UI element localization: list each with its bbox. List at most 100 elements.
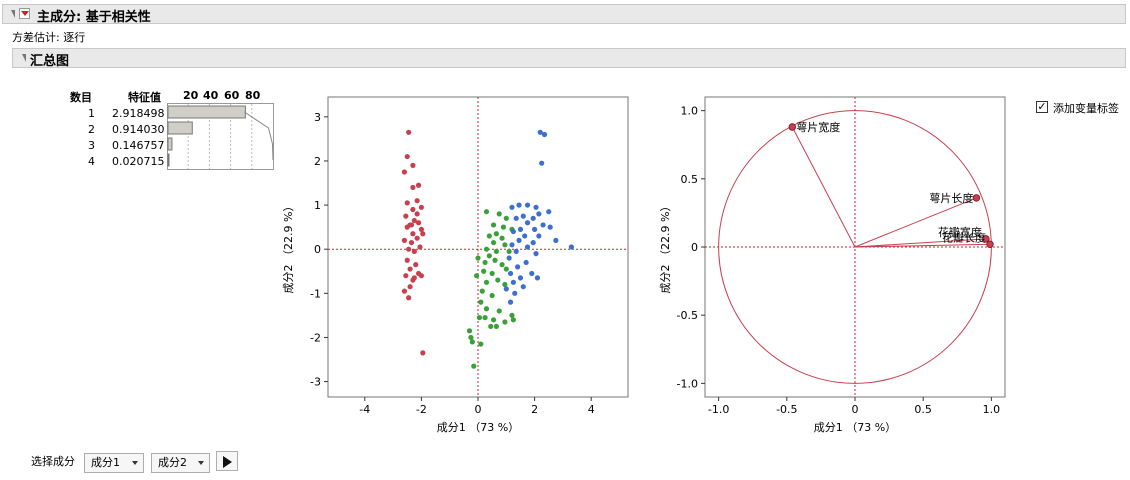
eigen-value: 2.918498 <box>112 107 165 120</box>
score-point <box>486 253 492 259</box>
score-point <box>414 235 420 241</box>
score-point <box>496 308 502 314</box>
y-tick-label: -1 <box>310 287 321 300</box>
score-point <box>489 292 495 299</box>
loading-label: 萼片宽度 <box>796 120 840 134</box>
score-point <box>406 129 412 135</box>
score-point <box>500 224 507 230</box>
score-point <box>410 162 416 168</box>
score-point <box>492 257 498 263</box>
score-point <box>493 323 499 330</box>
bar-scale-60: 60 <box>224 89 240 102</box>
score-point <box>411 275 417 281</box>
score-point <box>411 248 417 255</box>
score-point <box>406 246 412 252</box>
bar-scale-40: 40 <box>203 89 219 102</box>
score-point <box>414 198 420 204</box>
red-triangle-menu-icon[interactable] <box>19 8 30 19</box>
eigen-bar <box>167 137 173 151</box>
summary-header[interactable]: 汇总图 <box>12 48 1126 69</box>
add-variable-labels-checkbox[interactable]: ✓ <box>1036 100 1048 113</box>
score-point <box>522 233 528 239</box>
score-point <box>404 257 410 263</box>
x-tick-label: 1.0 <box>983 403 1001 416</box>
score-point <box>515 264 521 270</box>
score-point <box>513 215 519 221</box>
y-component-dropdown[interactable]: 成分2 <box>151 453 210 473</box>
score-point <box>476 314 483 321</box>
score-point <box>553 237 559 243</box>
score-point <box>418 204 424 210</box>
score-point <box>541 131 548 138</box>
score-point <box>468 334 474 341</box>
score-point <box>533 204 539 210</box>
y-tick-label: 3 <box>314 111 321 124</box>
score-point <box>471 363 477 369</box>
score-point <box>509 242 515 248</box>
x-tick-label: 0 <box>852 403 859 416</box>
score-point <box>506 255 512 261</box>
eigen-bar <box>167 121 193 135</box>
loading-label: 花瓣宽度 <box>938 225 982 239</box>
score-point <box>483 246 490 252</box>
score-point <box>507 299 514 305</box>
score-point <box>524 244 531 250</box>
score-point <box>520 213 526 219</box>
score-point <box>483 209 490 215</box>
eigen-row: 1 <box>88 106 95 122</box>
score-point <box>418 226 424 232</box>
score-point <box>482 259 488 266</box>
x-tick-label: -2 <box>416 403 427 416</box>
collapse-triangle-icon[interactable] <box>18 54 26 62</box>
score-point <box>540 222 546 228</box>
y-tick-label: 0 <box>691 241 698 254</box>
x-axis-label: 成分1 （73 %） <box>814 421 896 434</box>
x-tick-label: 4 <box>588 403 595 416</box>
bar-scale-80: 80 <box>245 89 261 102</box>
score-point <box>506 248 512 255</box>
x-tick-label: -0.5 <box>776 403 797 416</box>
score-point <box>410 206 416 213</box>
score-point <box>490 222 497 228</box>
x-axis-label: 成分1 （73 %） <box>437 421 519 434</box>
score-point <box>510 228 516 235</box>
x-component-dropdown[interactable]: 成分1 <box>84 453 144 473</box>
score-point <box>493 231 499 237</box>
score-point <box>520 284 526 290</box>
score-point <box>489 270 495 277</box>
x-tick-label: -4 <box>359 403 370 416</box>
score-point <box>469 339 475 345</box>
score-point <box>420 231 426 237</box>
score-point <box>529 270 535 277</box>
score-point <box>493 248 499 255</box>
score-point <box>483 279 490 285</box>
score-point <box>481 268 487 274</box>
score-point <box>478 299 484 305</box>
add-variable-labels-label[interactable]: 添加变量标签 <box>1053 102 1119 115</box>
score-point <box>418 273 424 279</box>
loading-point <box>788 123 796 131</box>
eigen-row-number: 1 <box>88 107 95 120</box>
eigen-row-number: 2 <box>88 123 95 136</box>
score-point <box>516 237 522 243</box>
y-tick-label: -1.0 <box>677 377 698 390</box>
report-header: 主成分: 基于相关性 <box>2 4 1126 25</box>
score-point <box>516 202 522 208</box>
y-tick-label: 2 <box>314 155 321 168</box>
collapse-triangle-icon[interactable] <box>7 10 15 18</box>
chevron-down-icon <box>198 461 204 465</box>
score-point <box>415 220 422 226</box>
score-point <box>503 215 509 221</box>
cumulative-line <box>244 111 274 161</box>
bar-scale-20: 20 <box>183 89 199 102</box>
go-button[interactable] <box>216 451 238 471</box>
score-point <box>410 231 416 237</box>
score-point <box>517 275 524 281</box>
score-point <box>466 328 473 334</box>
loading-vector <box>854 238 986 248</box>
loading-point <box>986 240 994 248</box>
loading-label: 花瓣长度 <box>942 230 986 244</box>
score-point <box>401 237 408 243</box>
score-point <box>537 129 543 135</box>
score-point <box>406 295 412 301</box>
